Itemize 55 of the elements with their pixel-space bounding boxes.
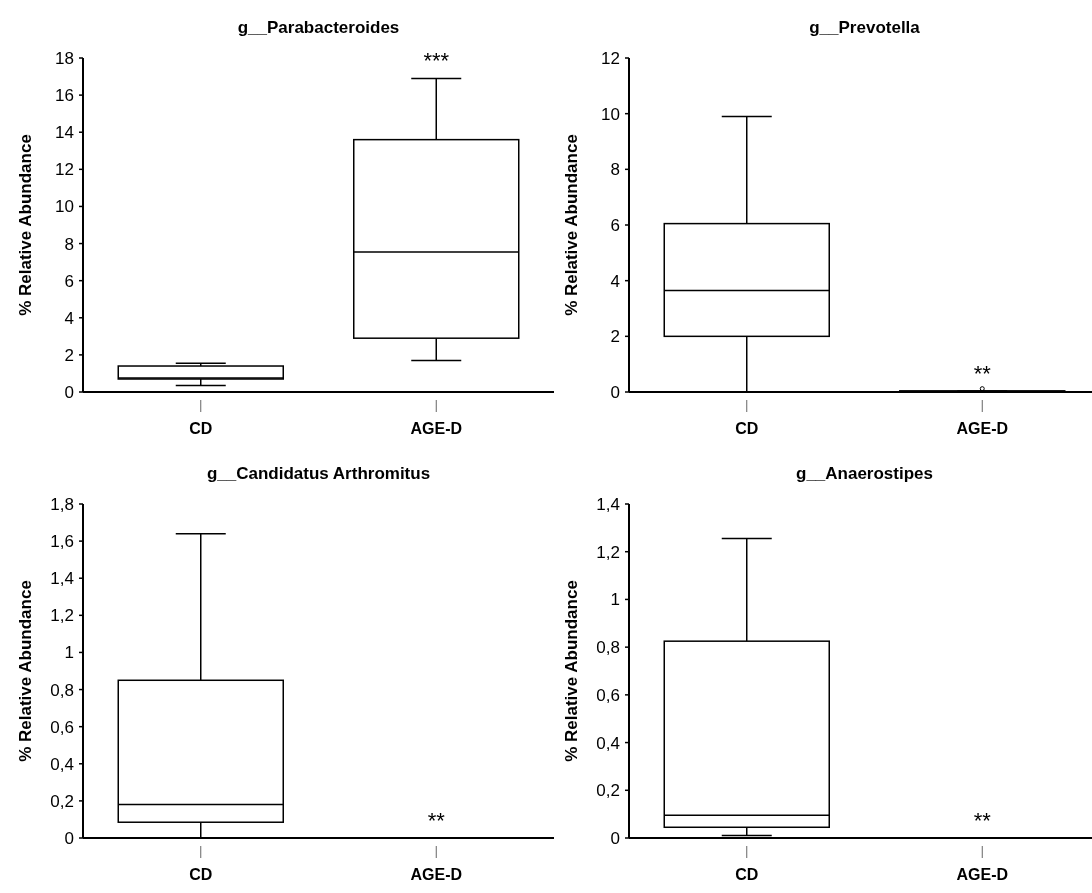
y-tick-label: 16 bbox=[55, 86, 74, 106]
y-tick-label: 1 bbox=[610, 590, 620, 610]
y-tick-label: 0,6 bbox=[596, 685, 620, 705]
y-tick-label: 0 bbox=[64, 382, 74, 402]
x-tick-label: AGE-D bbox=[956, 420, 1009, 437]
y-tick-label: 0,8 bbox=[596, 638, 620, 658]
y-tick-label: 0,8 bbox=[50, 680, 74, 700]
annotation: ** bbox=[427, 808, 446, 833]
y-axis-title: % Relative Abundance bbox=[16, 580, 35, 762]
y-tick-label: 0,4 bbox=[50, 754, 74, 774]
chart-title: g__Candidatus Arthromitus bbox=[206, 464, 431, 483]
y-tick-label: 12 bbox=[601, 48, 620, 68]
annotation: ** bbox=[973, 360, 992, 386]
x-tick-label: AGE-D bbox=[956, 866, 1009, 883]
y-tick-label: 10 bbox=[601, 104, 620, 124]
y-tick-label: 0 bbox=[64, 828, 74, 848]
y-tick-label: 14 bbox=[55, 123, 74, 143]
y-tick-label: 6 bbox=[610, 215, 620, 235]
y-axis-title: % Relative Abundance bbox=[562, 134, 581, 316]
y-tick-label: 8 bbox=[610, 160, 620, 180]
y-tick-label: 2 bbox=[64, 345, 74, 365]
y-tick-label: 8 bbox=[64, 234, 74, 254]
y-tick-label: 4 bbox=[64, 308, 74, 328]
y-tick-label: 0 bbox=[610, 828, 620, 848]
y-tick-label: 10 bbox=[55, 197, 74, 217]
y-tick-label: 0,6 bbox=[50, 717, 74, 737]
y-axis-title: % Relative Abundance bbox=[16, 134, 35, 316]
y-tick-label: 4 bbox=[610, 271, 620, 291]
y-tick-label: 1,6 bbox=[50, 532, 74, 552]
y-tick-label: 0,4 bbox=[596, 733, 620, 753]
annotation: *** bbox=[423, 48, 450, 74]
x-tick-label: AGE-D bbox=[410, 866, 463, 883]
x-tick-label: AGE-D bbox=[410, 420, 463, 437]
y-tick-label: 18 bbox=[55, 48, 74, 68]
y-tick-label: 0,2 bbox=[50, 791, 74, 811]
y-tick-label: 1,2 bbox=[50, 606, 74, 626]
y-tick-label: 1 bbox=[64, 643, 74, 663]
annotation: ** bbox=[973, 808, 992, 833]
chart-title: g__Anaerostipes bbox=[796, 464, 933, 483]
chart-title: g__Prevotella bbox=[809, 18, 921, 37]
y-tick-label: 1,2 bbox=[596, 542, 620, 562]
y-tick-label: 2 bbox=[610, 327, 620, 347]
y-tick-label: 1,4 bbox=[50, 569, 74, 589]
x-tick-label: CD bbox=[735, 420, 759, 437]
y-tick-label: 0,2 bbox=[596, 781, 620, 801]
y-tick-label: 12 bbox=[55, 160, 74, 180]
y-tick-label: 0 bbox=[610, 382, 620, 402]
y-tick-label: 1,8 bbox=[50, 494, 74, 514]
x-tick-label: CD bbox=[189, 420, 213, 437]
y-axis-title: % Relative Abundance bbox=[562, 580, 581, 762]
x-tick-label: CD bbox=[189, 866, 213, 883]
y-tick-label: 1,4 bbox=[596, 494, 620, 514]
y-tick-label: 6 bbox=[64, 271, 74, 291]
chart-title: g__Parabacteroides bbox=[237, 18, 400, 37]
x-tick-label: CD bbox=[735, 866, 759, 883]
